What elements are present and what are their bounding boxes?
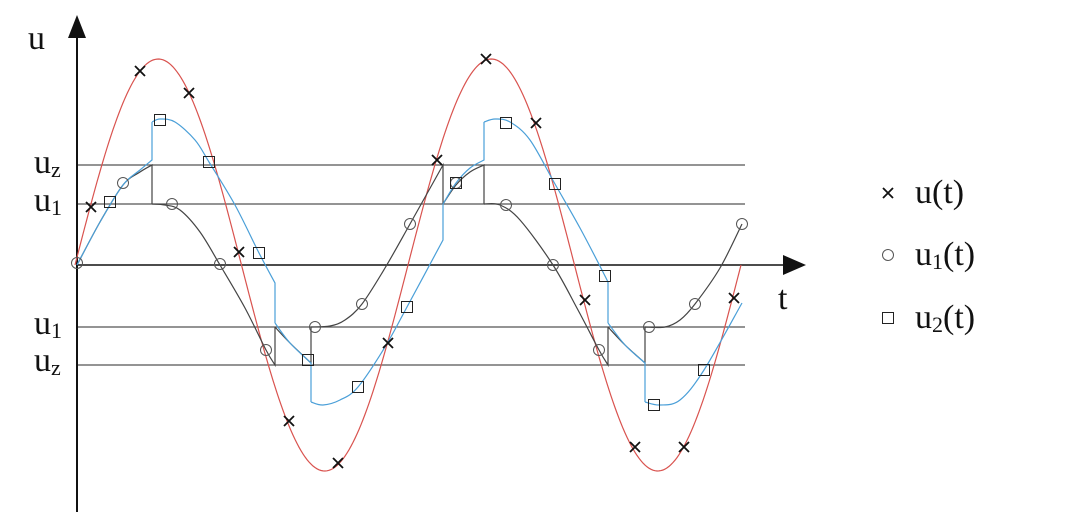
u1-sample-circle-marker [736,218,748,230]
u2-sample-square-marker [549,178,561,190]
u2-sample-square-marker [154,114,166,126]
u-sample-cross-marker [728,292,740,304]
u2-sample-square-marker [352,381,364,393]
u-sample-cross-marker [332,457,344,469]
u1-sample-circle-marker [356,298,368,310]
legend-square-icon [882,312,894,324]
u1-sample-circle-marker [404,218,416,230]
u1-sample-circle-marker [547,259,559,271]
u2-sample-square-marker [500,117,512,129]
u-sample-cross-marker [85,201,97,213]
u-sample-cross-marker [233,246,245,258]
series-u-line [74,58,742,472]
x-axis-arrow-icon [783,255,806,275]
u1-sample-circle-marker [71,257,83,269]
u-sample-cross-marker [678,441,690,453]
legend-circle-icon [882,249,894,261]
u-sample-cross-marker [530,117,542,129]
series-u2-line [76,118,743,406]
u-sample-cross-marker [382,337,394,349]
u1-sample-circle-marker [309,321,321,333]
u2-sample-square-marker [104,196,116,208]
u-sample-cross-marker [480,53,492,65]
u2-sample-square-marker [401,301,413,313]
u1-sample-circle-marker [260,344,272,356]
u2-sample-square-marker [302,354,314,366]
u-sample-cross-marker [629,441,641,453]
u1-sample-circle-marker [500,199,512,211]
level-label-u1-positive: u1 [34,182,62,220]
y-axis-arrow-icon [68,15,86,38]
u1-sample-circle-marker [593,344,605,356]
u2-sample-square-marker [203,156,215,168]
u1-sample-circle-marker [689,298,701,310]
u-sample-cross-marker [283,415,295,427]
u1-sample-circle-marker [643,321,655,333]
legend-entry-u2: u2(t) [915,299,976,337]
level-label-u1-negative: u1 [34,305,62,343]
u-sample-cross-marker [579,294,591,306]
u2-sample-square-marker [599,270,611,282]
level-label-uz-positive: uz [34,144,61,182]
legend-cross-icon [882,187,894,199]
y-axis-label: u [28,20,45,57]
u-sample-cross-marker [183,87,195,99]
u1-sample-circle-marker [117,177,129,189]
u2-sample-square-marker [648,399,660,411]
legend-entry-u: u(t) [915,174,965,211]
u-sample-cross-marker [431,154,443,166]
level-label-uz-negative: uz [34,342,61,380]
u2-sample-square-marker [253,247,265,259]
u1-sample-circle-marker [166,198,178,210]
u2-sample-square-marker [450,177,462,189]
u1-sample-circle-marker [214,258,226,270]
x-axis-label: t [778,280,788,317]
u2-sample-square-marker [698,364,710,376]
u-sample-cross-marker [134,65,146,77]
legend-entry-u1: u1(t) [915,236,976,274]
